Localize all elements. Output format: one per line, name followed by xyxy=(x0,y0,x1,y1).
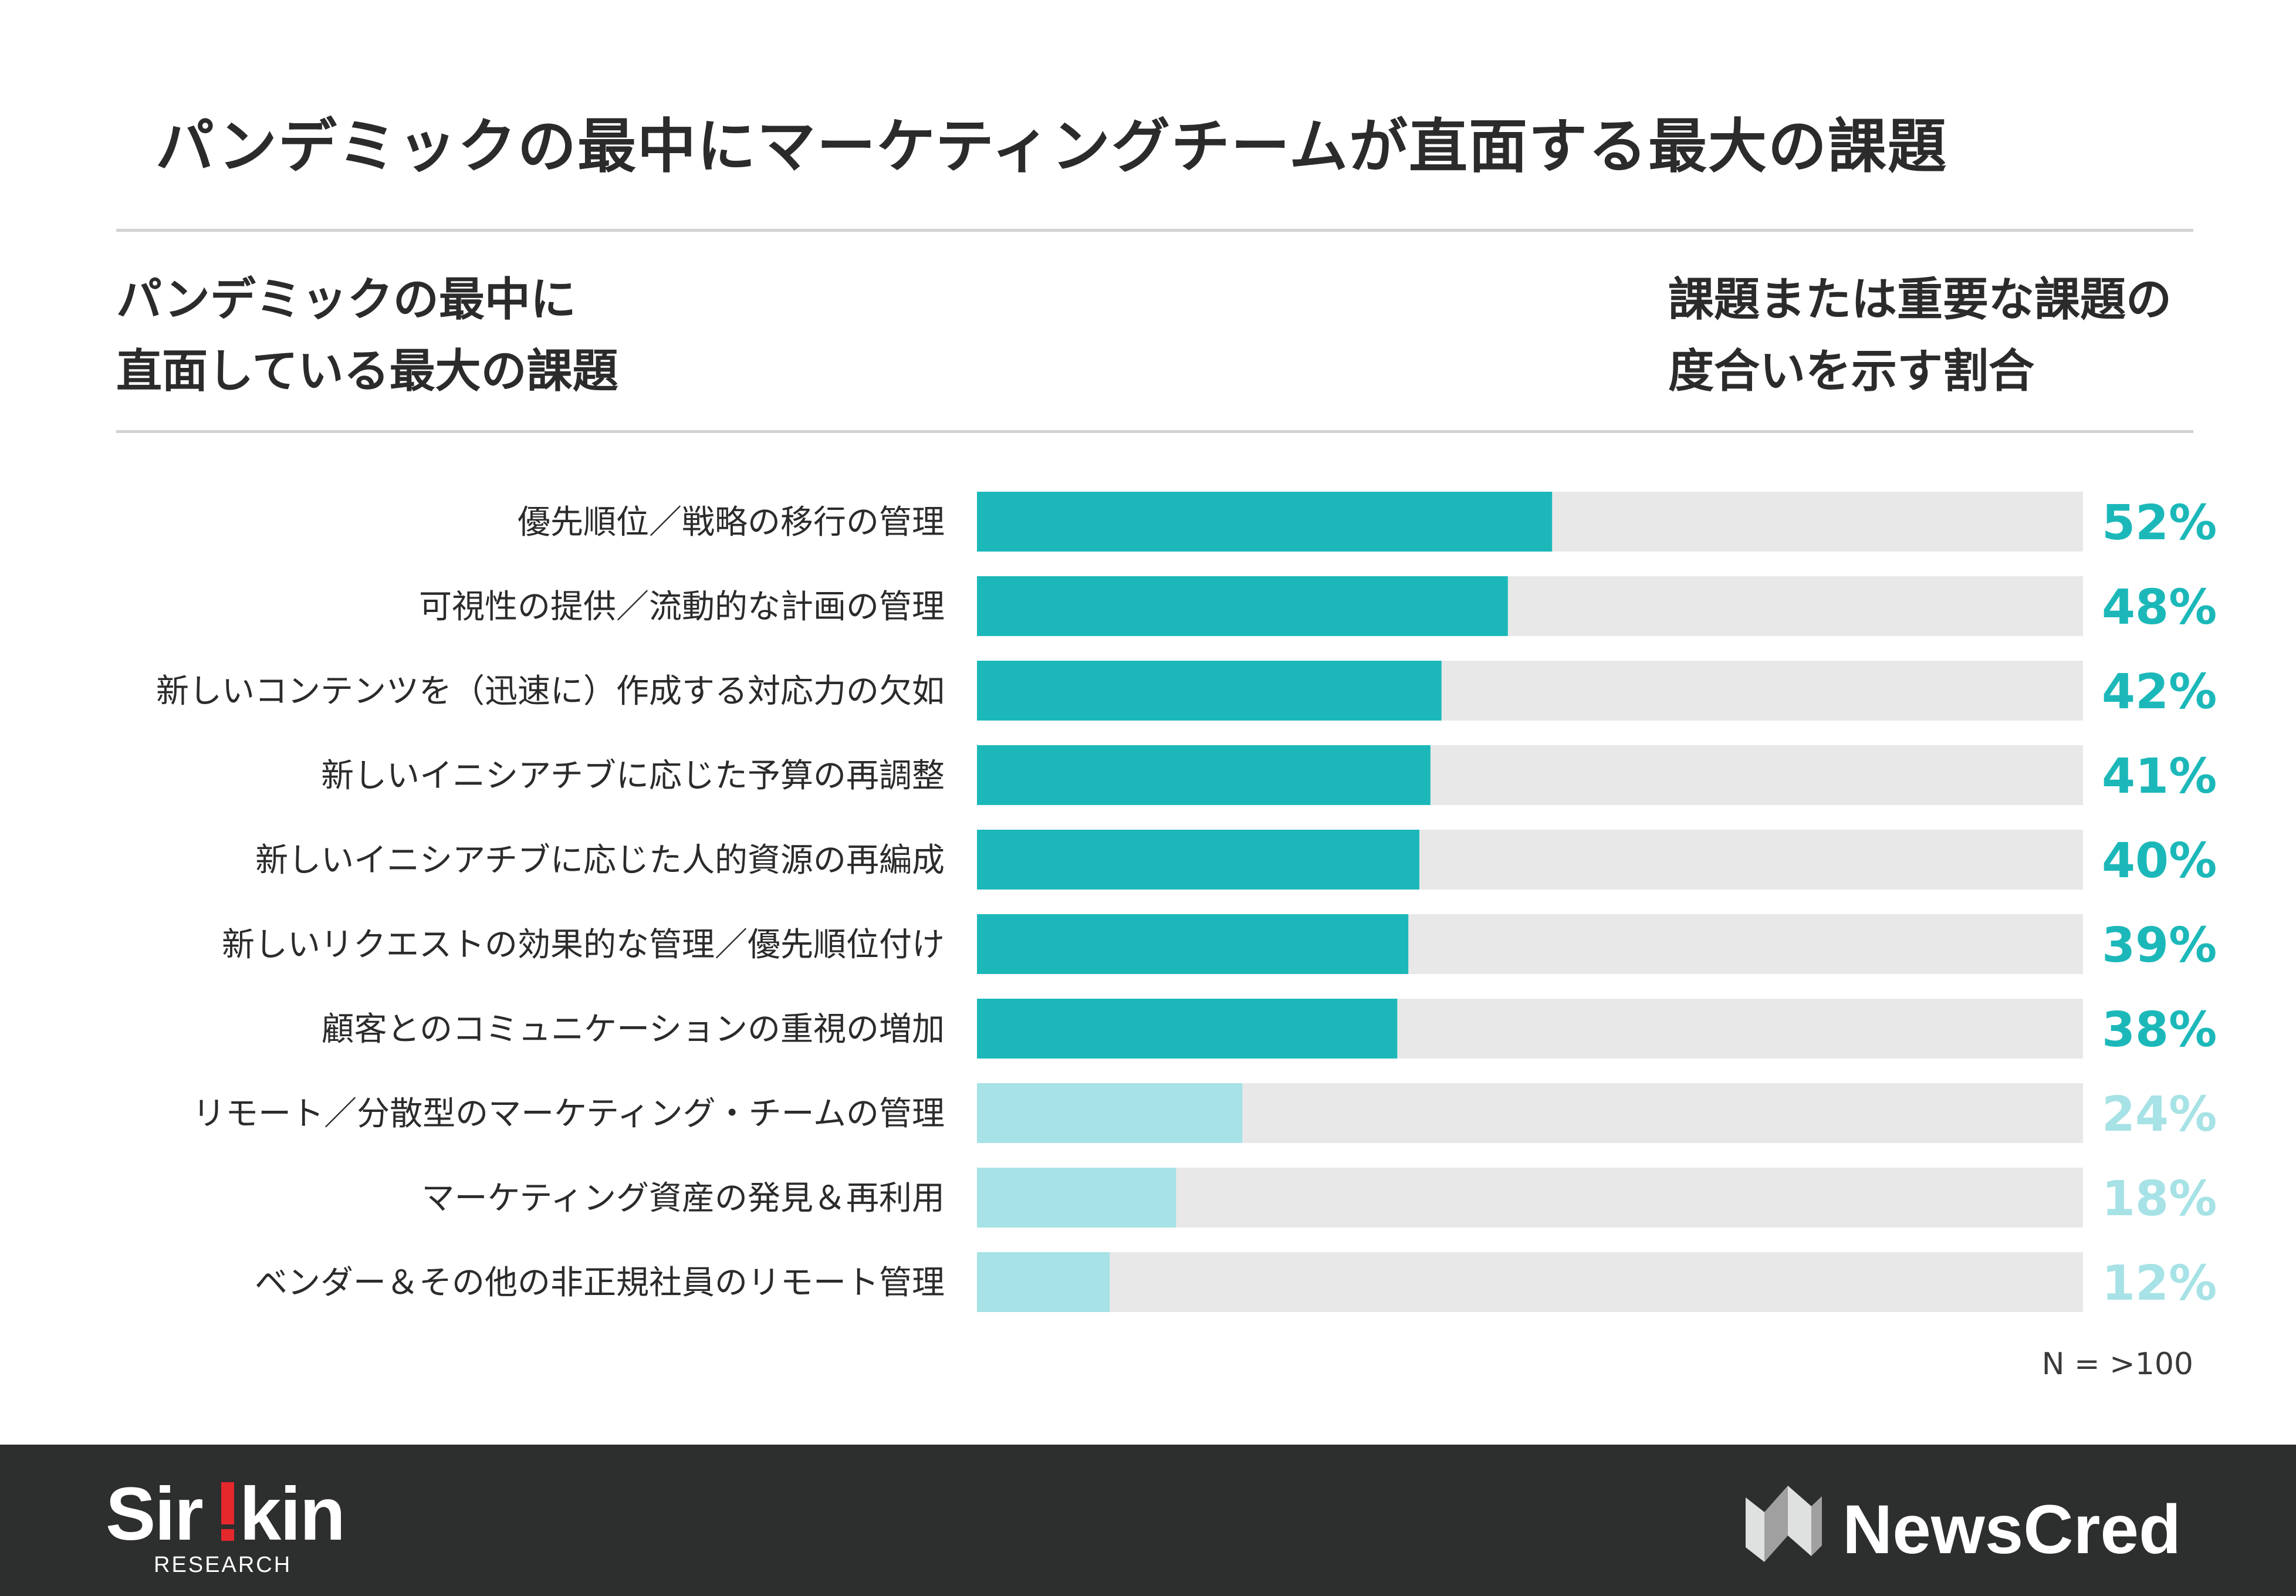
bar xyxy=(977,492,1553,552)
category-label: 新しいリクエストの効果的な管理／優先順位付け xyxy=(222,926,945,964)
value-label: 12% xyxy=(2102,1256,2217,1311)
left-heading-line-1: パンデミックの最中に xyxy=(116,273,576,326)
svg-text:Sir: Sir xyxy=(106,1475,202,1556)
bar-chart: 優先順位／戦略の移行の管理 52% 可視性の提供／流動的な計画の管理 48% 新しいコン… xyxy=(156,492,2217,1312)
value-label: 48% xyxy=(2102,580,2217,635)
bar-track xyxy=(977,1252,2083,1312)
chart-title: パンデミックの最中にマーケティングチームが直面する最大の課題 xyxy=(155,112,1947,181)
category-label: リモート／分散型のマーケティング・チームの管理 xyxy=(192,1095,945,1133)
sirkin-research-logo: Sir kin RESEARCH xyxy=(106,1475,346,1575)
newscred-wordmark: NewsCred xyxy=(1842,1491,2181,1568)
sample-size-note: N = >100 xyxy=(2041,1347,2193,1382)
category-label: 新しいコンテンツを（迅速に）作成する対応力の欠如 xyxy=(156,672,945,711)
bar xyxy=(977,830,1419,890)
value-label: 24% xyxy=(2102,1087,2217,1142)
footer-bar: Sir kin RESEARCH NewsCred xyxy=(0,1445,2296,1596)
category-label: 新しいイニシアチブに応じた人的資源の再編成 xyxy=(255,841,945,880)
value-label: 41% xyxy=(2102,749,2217,804)
category-label: マーケティング資産の発見＆再利用 xyxy=(421,1179,945,1218)
value-label: 39% xyxy=(2102,918,2217,973)
left-heading-line-2: 直面している最大の課題 xyxy=(116,345,618,398)
category-label: 新しいイニシアチブに応じた予算の再調整 xyxy=(321,757,945,795)
bar xyxy=(977,1083,1243,1143)
bar xyxy=(977,1168,1176,1228)
value-label: 42% xyxy=(2102,664,2217,720)
left-column-heading: パンデミックの最中に 直面している最大の課題 xyxy=(116,264,618,407)
bar xyxy=(977,576,1508,636)
middle-divider xyxy=(116,430,2193,433)
bar xyxy=(977,1252,1110,1312)
sirkin-tagline: RESEARCH xyxy=(154,1553,292,1575)
category-label: 可視性の提供／流動的な計画の管理 xyxy=(419,588,945,626)
category-label: ベンダー＆その他の非正規社員のリモート管理 xyxy=(255,1264,945,1302)
bar xyxy=(977,999,1398,1059)
category-label: 顧客とのコミュニケーションの重視の増加 xyxy=(322,1010,945,1049)
value-label: 40% xyxy=(2102,833,2217,889)
value-label: 38% xyxy=(2102,1002,2217,1058)
top-divider xyxy=(116,229,2193,232)
right-column-heading: 課題または重要な課題の 度合いを示す割合 xyxy=(1668,264,2172,407)
right-heading-line-2: 度合いを示す割合 xyxy=(1668,345,2035,398)
newscred-n-icon xyxy=(1746,1486,1822,1562)
bar xyxy=(977,914,1409,974)
newscred-logo: NewsCred xyxy=(1746,1486,2181,1568)
value-label: 52% xyxy=(2102,495,2217,551)
right-heading-line-1: 課題または重要な課題の xyxy=(1668,273,2172,326)
category-label: 優先順位／戦略の移行の管理 xyxy=(518,503,945,542)
value-label: 18% xyxy=(2102,1171,2217,1227)
bar xyxy=(977,661,1442,721)
bar xyxy=(977,745,1431,805)
svg-text:kin: kin xyxy=(239,1475,344,1556)
